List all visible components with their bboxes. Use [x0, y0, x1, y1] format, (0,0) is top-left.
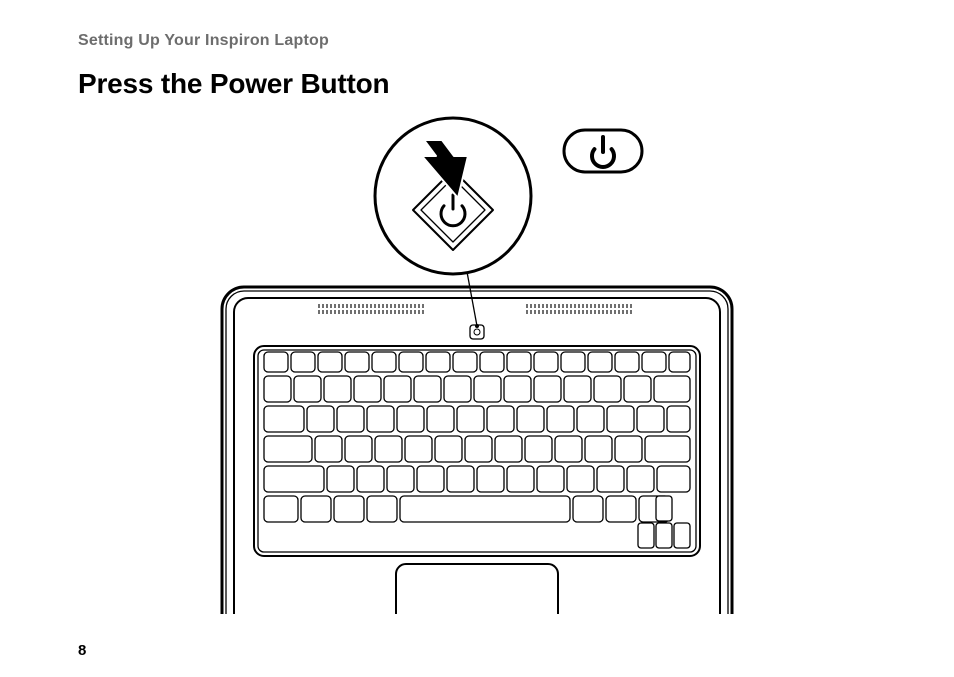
laptop-power-illustration [78, 114, 876, 614]
page-title: Press the Power Button [78, 68, 876, 100]
page-number: 8 [78, 642, 86, 659]
section-header: Setting Up Your Inspiron Laptop [78, 32, 876, 50]
